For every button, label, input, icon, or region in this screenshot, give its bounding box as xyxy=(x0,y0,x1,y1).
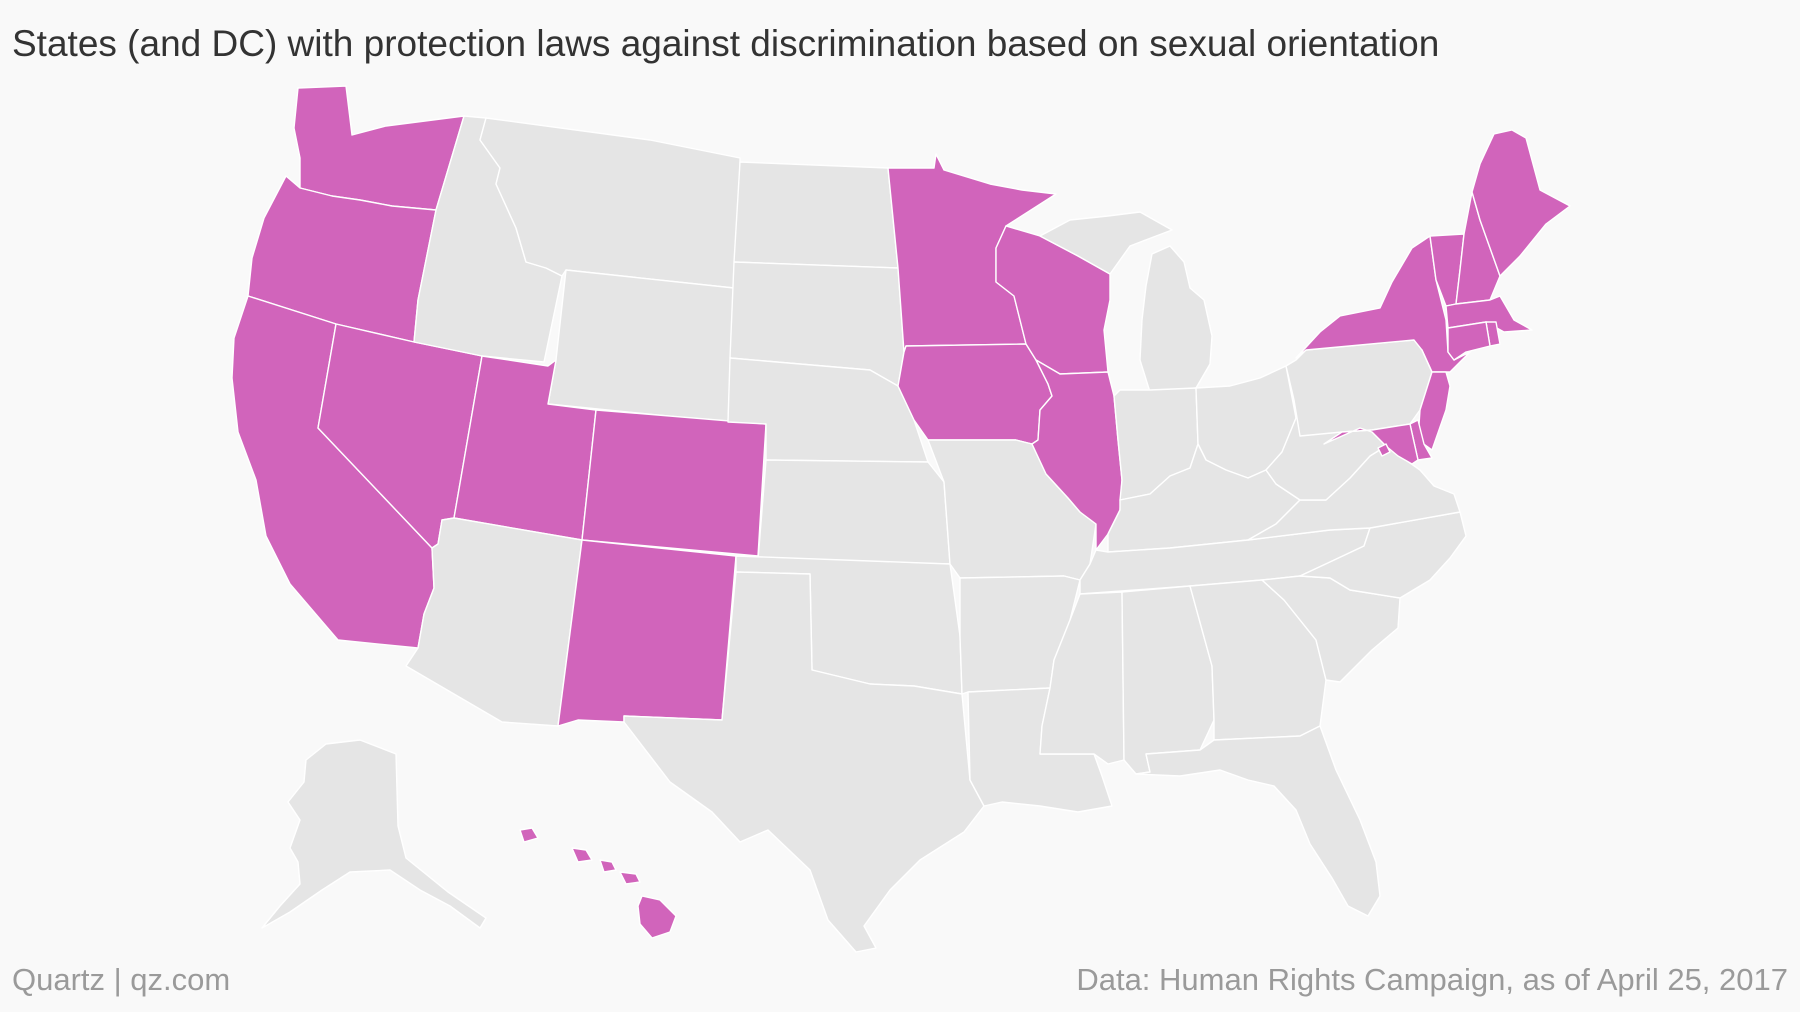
state-texas xyxy=(623,571,985,953)
state-iowa xyxy=(897,343,1053,445)
chart-title: States (and DC) with protection laws aga… xyxy=(12,23,1440,64)
state-north-dakota xyxy=(733,161,899,269)
state-hawaii xyxy=(519,827,677,939)
state-michigan xyxy=(1039,211,1213,393)
state-new-jersey xyxy=(1417,349,1451,451)
state-arizona xyxy=(405,517,583,727)
state-north-carolina xyxy=(1299,511,1467,599)
state-montana xyxy=(479,117,741,289)
state-kansas xyxy=(757,459,951,565)
state-wyoming xyxy=(547,269,735,423)
source-brand: Quartz | qz.com xyxy=(12,962,231,997)
state-pennsylvania xyxy=(1285,339,1433,437)
state-connecticut xyxy=(1447,321,1491,361)
state-maryland xyxy=(1323,423,1419,465)
data-source-note: Data: Human Rights Campaign, as of April… xyxy=(1076,962,1788,997)
state-new-mexico xyxy=(557,539,737,727)
state-colorado xyxy=(581,409,767,557)
states-layer xyxy=(231,85,1571,953)
state-florida xyxy=(1135,725,1381,917)
state-maine xyxy=(1471,129,1571,277)
state-new-york xyxy=(1295,235,1471,373)
state-district-of-columbia xyxy=(1377,443,1391,457)
state-alaska xyxy=(261,739,487,929)
state-washington xyxy=(293,85,465,211)
